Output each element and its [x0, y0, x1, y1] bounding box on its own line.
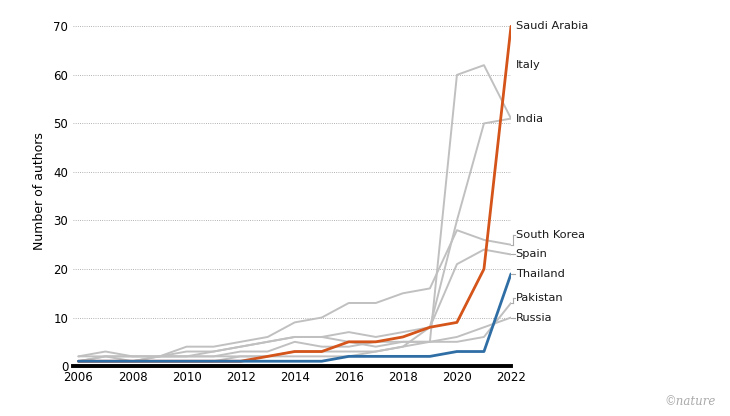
- Text: Pakistan: Pakistan: [515, 293, 564, 303]
- Text: Spain: Spain: [515, 250, 548, 260]
- Text: ©nature: ©nature: [664, 395, 715, 408]
- Text: India: India: [515, 114, 544, 124]
- Text: Italy: Italy: [515, 60, 540, 70]
- Text: Saudi Arabia: Saudi Arabia: [515, 21, 588, 31]
- Text: Russia: Russia: [515, 312, 552, 322]
- Y-axis label: Number of authors: Number of authors: [34, 132, 46, 250]
- Text: South Korea: South Korea: [515, 230, 585, 240]
- Text: Thailand: Thailand: [515, 269, 564, 279]
